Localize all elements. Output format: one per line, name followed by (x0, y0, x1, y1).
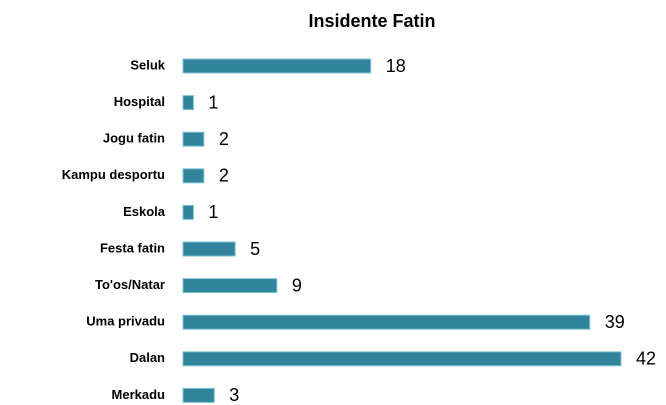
bar (182, 351, 622, 367)
category-label: Eskola (123, 204, 166, 219)
bar (182, 241, 236, 257)
category-label: Jogu fatin (103, 131, 165, 146)
bar (182, 131, 205, 147)
bar (182, 387, 215, 403)
bar (182, 314, 591, 330)
data-label: 2 (219, 129, 229, 149)
category-label: To'os/Natar (95, 277, 165, 292)
chart-title: Insidente Fatin (308, 11, 435, 31)
category-label: Merkadu (112, 387, 166, 402)
data-label: 39 (605, 312, 625, 332)
bar (182, 168, 205, 184)
category-label: Kampu desportu (62, 167, 165, 182)
category-label: Festa fatin (100, 240, 165, 255)
data-label: 9 (292, 275, 302, 295)
data-label: 5 (250, 239, 260, 259)
data-label: 1 (208, 92, 218, 112)
data-label: 2 (219, 166, 229, 186)
category-label: Hospital (114, 94, 165, 109)
data-label: 18 (386, 56, 406, 76)
category-label: Uma privadu (86, 314, 165, 329)
data-label: 42 (636, 349, 656, 369)
category-label: Seluk (130, 57, 165, 72)
bar (182, 278, 278, 294)
bar (182, 58, 372, 74)
bar (182, 95, 194, 111)
data-label: 1 (208, 202, 218, 222)
category-label: Dalan (130, 350, 165, 365)
bar (182, 204, 194, 220)
data-label: 3 (229, 385, 239, 405)
